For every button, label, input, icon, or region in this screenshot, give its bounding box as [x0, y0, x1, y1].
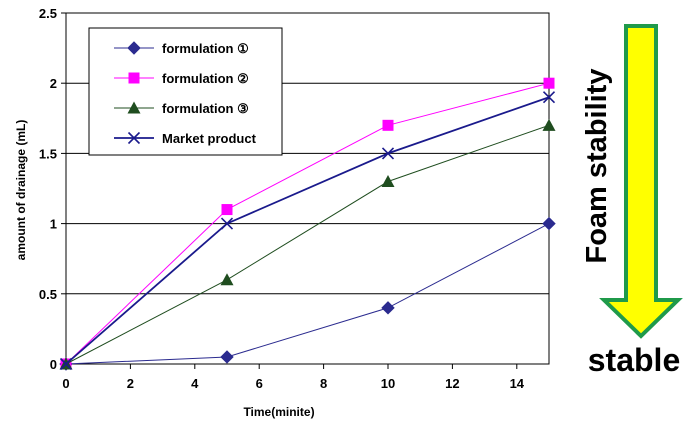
data-point [542, 91, 556, 104]
series-4 [59, 91, 556, 371]
legend: formulation ① formulation ② formulation ③ M… [88, 27, 283, 156]
data-point [59, 357, 73, 371]
y-tick-label: 0.5 [39, 287, 57, 302]
series-line [65, 96, 550, 365]
x-tick-label: 10 [381, 376, 395, 391]
y-tick-label: 1.5 [39, 146, 57, 161]
legend-marker [127, 41, 141, 55]
legend-marker [127, 101, 141, 114]
legend-label: Market product [162, 131, 257, 146]
downward-arrow-icon [599, 24, 683, 339]
data-point [542, 216, 556, 231]
stable-label: stable [588, 342, 680, 378]
y-tick-label: 1 [50, 217, 57, 232]
data-point [543, 77, 555, 89]
y-axis-title: amount of drainage (mL) [14, 120, 28, 261]
x-tick-label: 14 [510, 376, 525, 391]
legend-box [88, 27, 283, 156]
data-point [542, 118, 556, 131]
x-tick-label: 2 [127, 376, 134, 391]
x-tick-label: 12 [445, 376, 459, 391]
x-tick-label: 0 [62, 376, 69, 391]
data-point [221, 204, 233, 216]
plot-area-frame [65, 12, 550, 365]
series-line [65, 82, 550, 365]
data-point [381, 301, 395, 315]
arrow-label: Foam stability [581, 69, 613, 264]
series-layer [59, 77, 556, 371]
x-tick-label: 8 [320, 376, 327, 391]
legend-entry: formulation ① [114, 41, 249, 56]
x-tick-label: 6 [256, 376, 263, 391]
axes: 0 0.5 1 1.5 2 2.5 0 2 4 6 8 10 12 14 [39, 6, 525, 391]
series-line [65, 124, 550, 365]
x-tick-label: 4 [191, 376, 199, 391]
data-point [220, 350, 234, 364]
data-point [220, 273, 234, 286]
y-tick-label: 0 [50, 357, 57, 372]
data-point [381, 147, 395, 160]
legend-label: formulation ① [162, 41, 249, 56]
data-point [220, 217, 234, 230]
series-line [65, 223, 550, 365]
legend-entry: formulation ③ [114, 101, 249, 116]
x-axis-title: Time(minite) [243, 405, 314, 419]
legend-marker [127, 131, 141, 145]
y-tick-label: 2.5 [39, 6, 57, 21]
legend-entry: formulation ② [114, 71, 249, 86]
legend-entry: Market product [114, 131, 257, 146]
legend-marker [128, 72, 140, 84]
data-point [382, 119, 394, 131]
data-point [381, 174, 395, 187]
y-tick-label: 2 [50, 76, 57, 91]
legend-label: formulation ③ [162, 101, 249, 116]
legend-label: formulation ② [162, 71, 249, 86]
foam-stability-annotation: Foam stability stable [581, 24, 683, 378]
